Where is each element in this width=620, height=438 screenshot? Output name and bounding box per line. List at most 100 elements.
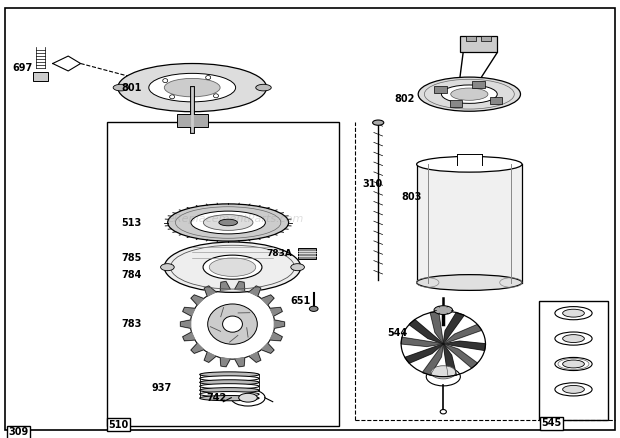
Ellipse shape [373, 120, 384, 125]
Text: 651: 651 [290, 297, 311, 306]
Polygon shape [443, 341, 485, 350]
Ellipse shape [555, 357, 592, 371]
Ellipse shape [167, 204, 289, 241]
Bar [481, 36, 491, 41]
Ellipse shape [255, 84, 272, 91]
Ellipse shape [213, 94, 218, 98]
Bar [417, 164, 522, 283]
Polygon shape [409, 320, 443, 344]
Ellipse shape [417, 156, 522, 172]
Text: 937: 937 [152, 383, 172, 392]
Text: 545: 545 [541, 418, 562, 428]
Ellipse shape [200, 388, 259, 393]
Text: 802: 802 [394, 94, 415, 103]
Polygon shape [180, 320, 190, 328]
Ellipse shape [190, 289, 275, 359]
Ellipse shape [200, 396, 259, 401]
Bar [33, 72, 48, 81]
Polygon shape [423, 344, 443, 375]
Ellipse shape [210, 258, 255, 276]
Ellipse shape [425, 79, 515, 109]
Ellipse shape [223, 316, 242, 332]
Polygon shape [204, 352, 216, 362]
Ellipse shape [563, 360, 584, 368]
Text: 513: 513 [121, 218, 141, 227]
Polygon shape [191, 295, 204, 305]
Polygon shape [183, 332, 195, 341]
Bar [298, 248, 316, 259]
Polygon shape [443, 313, 464, 344]
Bar [472, 81, 485, 88]
Polygon shape [270, 307, 282, 316]
Polygon shape [249, 286, 261, 296]
Text: 783: 783 [121, 319, 141, 329]
Polygon shape [443, 344, 477, 368]
Ellipse shape [149, 73, 236, 102]
Ellipse shape [200, 376, 259, 381]
Text: 310: 310 [362, 179, 383, 189]
Text: 309: 309 [8, 427, 29, 437]
Text: eReplacementParts.com: eReplacementParts.com [167, 214, 304, 224]
Ellipse shape [563, 385, 584, 393]
Ellipse shape [555, 332, 592, 345]
Polygon shape [443, 344, 456, 377]
Polygon shape [430, 311, 443, 344]
Text: 510: 510 [108, 420, 129, 430]
Bar [177, 114, 208, 127]
Ellipse shape [200, 380, 259, 385]
Ellipse shape [162, 79, 168, 83]
Ellipse shape [164, 78, 220, 97]
Ellipse shape [417, 275, 522, 290]
Bar [539, 301, 608, 420]
Ellipse shape [431, 366, 456, 379]
Text: 803: 803 [402, 192, 422, 202]
Bar [460, 36, 497, 52]
Ellipse shape [219, 219, 237, 226]
Polygon shape [261, 295, 274, 305]
Text: 742: 742 [206, 393, 226, 403]
Ellipse shape [200, 392, 259, 397]
Ellipse shape [175, 207, 281, 238]
Polygon shape [235, 358, 245, 367]
Polygon shape [261, 343, 274, 353]
Bar [490, 97, 502, 104]
Ellipse shape [451, 88, 488, 100]
Ellipse shape [426, 367, 460, 386]
Polygon shape [220, 358, 230, 367]
Ellipse shape [206, 75, 211, 80]
Ellipse shape [434, 306, 453, 314]
Polygon shape [191, 343, 204, 353]
Ellipse shape [170, 95, 175, 99]
Polygon shape [443, 325, 482, 344]
Ellipse shape [118, 64, 267, 112]
Ellipse shape [555, 307, 592, 320]
Text: 697: 697 [12, 63, 33, 73]
Polygon shape [249, 352, 261, 362]
Polygon shape [220, 282, 230, 290]
Text: 785: 785 [121, 254, 141, 263]
Polygon shape [183, 307, 195, 316]
Ellipse shape [208, 304, 257, 344]
Ellipse shape [418, 77, 521, 111]
Ellipse shape [200, 372, 259, 377]
Bar [107, 122, 339, 426]
Ellipse shape [203, 215, 253, 230]
Ellipse shape [563, 309, 584, 317]
Ellipse shape [113, 84, 129, 91]
Polygon shape [270, 332, 282, 341]
Polygon shape [401, 337, 443, 346]
Ellipse shape [203, 255, 262, 279]
Ellipse shape [309, 306, 318, 311]
Bar [450, 100, 462, 107]
Text: 544: 544 [387, 328, 407, 338]
Ellipse shape [239, 393, 257, 402]
Text: 801: 801 [121, 83, 141, 92]
Ellipse shape [231, 389, 265, 406]
Ellipse shape [563, 335, 584, 343]
Polygon shape [405, 344, 443, 363]
Ellipse shape [200, 384, 259, 389]
Ellipse shape [191, 211, 265, 234]
Bar [466, 36, 476, 41]
Ellipse shape [440, 410, 446, 414]
Polygon shape [275, 320, 285, 328]
